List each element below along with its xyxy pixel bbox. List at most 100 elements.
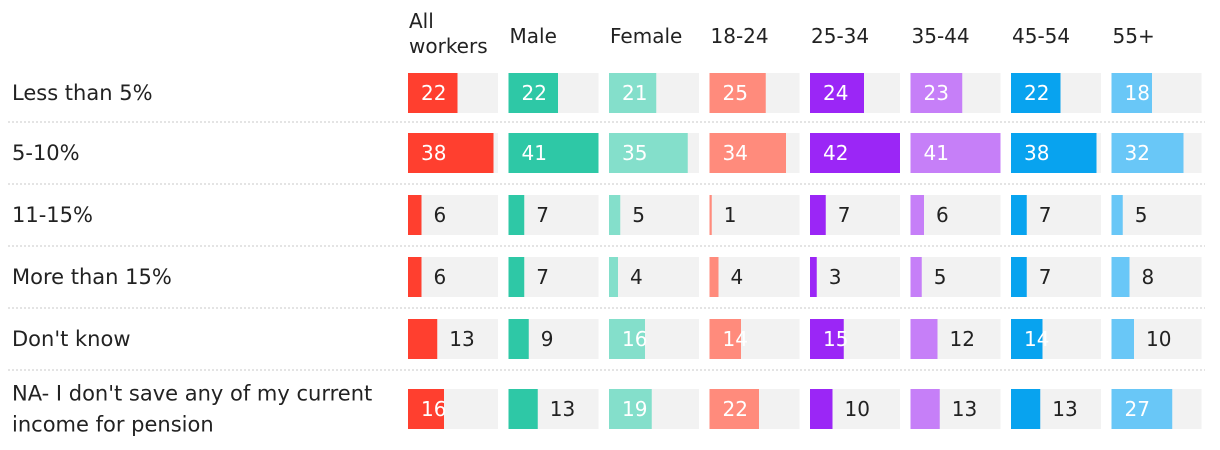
bar-female-na-i-don-t-save-any-of-my-current-income-for-pension [609,389,652,429]
data-label: 5 [632,203,645,227]
bar-male-more-than-15 [508,257,525,297]
column-header-35-44: 35-44 [912,24,970,48]
row-label-11-15: 11-15% [12,203,93,227]
column-header-female: Female [610,24,682,48]
data-label: 9 [541,327,554,351]
data-label: 7 [1039,265,1052,289]
bar-track [810,257,900,297]
bar-male-less-than-5 [508,73,558,113]
data-label: 32 [1125,141,1150,165]
data-label: 8 [1142,265,1155,289]
bar-18-24-don-t-know [709,319,741,359]
row-label-more-than-15: More than 15% [12,265,172,289]
data-label: 1 [724,203,737,227]
data-label: 7 [536,203,549,227]
data-label: 13 [449,327,474,351]
data-label: 13 [550,397,575,421]
bar-male-don-t-know [508,319,529,359]
bar-35-44-na-i-don-t-save-any-of-my-current-income-for-pension [910,389,940,429]
bar-male-5-10 [508,133,599,173]
bar-track [408,257,498,297]
data-label: 7 [536,265,549,289]
bar-35-44-more-than-15 [910,257,922,297]
bar-25-34-don-t-know [810,319,844,359]
column-header-25-34: 25-34 [811,24,869,48]
bar-45-54-11-15 [1011,195,1027,235]
data-label: 4 [731,265,744,289]
data-label: 15 [823,327,848,351]
column-header-all-workers: workers [409,34,488,58]
data-label: 22 [723,397,748,421]
data-label: 13 [1052,397,1077,421]
row-label-na-i-don-t-save-any-of-my-current-income-for-pension: NA- I don't save any of my current [12,382,372,406]
bar-55-more-than-15 [1111,257,1130,297]
bar-all-workers-less-than-5 [408,73,458,113]
bar-25-34-11-15 [810,195,826,235]
bar-18-24-5-10 [709,133,786,173]
data-label: 14 [723,327,748,351]
bar-track [910,195,1001,235]
data-label: 34 [723,141,748,165]
bar-25-34-5-10 [810,133,900,173]
data-label: 14 [1024,327,1049,351]
bar-55-5-10 [1111,133,1184,173]
bar-all-workers-don-t-know [408,319,438,359]
data-label: 25 [723,81,748,105]
bar-female-less-than-5 [609,73,657,113]
data-label: 5 [934,265,947,289]
bar-track [910,257,1001,297]
column-header-male: Male [510,24,557,48]
row-label-less-than-5: Less than 5% [12,81,153,105]
data-label: 41 [522,141,547,165]
bar-45-54-more-than-15 [1011,257,1027,297]
data-label: 23 [924,81,949,105]
bar-35-44-don-t-know [910,319,938,359]
bar-18-24-na-i-don-t-save-any-of-my-current-income-for-pension [709,389,759,429]
data-label: 22 [421,81,446,105]
data-label: 18 [1125,81,1150,105]
bar-male-11-15 [508,195,525,235]
bar-35-44-5-10 [910,133,1001,173]
column-header-55: 55+ [1113,24,1155,48]
bar-all-workers-11-15 [408,195,422,235]
bar-female-11-15 [609,195,621,235]
bar-18-24-more-than-15 [709,257,719,297]
bar-all-workers-5-10 [408,133,494,173]
bar-18-24-less-than-5 [709,73,766,113]
bar-45-54-5-10 [1011,133,1097,173]
bar-45-54-less-than-5 [1011,73,1061,113]
bar-female-more-than-15 [609,257,618,297]
data-label: 6 [434,265,447,289]
data-label: 5 [1135,203,1148,227]
bar-track [609,257,699,297]
data-label: 4 [630,265,643,289]
data-label: 22 [1024,81,1049,105]
data-label: 27 [1125,397,1150,421]
data-label: 35 [622,141,647,165]
bar-female-5-10 [609,133,688,173]
data-label: 6 [936,203,949,227]
data-label: 21 [622,81,647,105]
bar-25-34-more-than-15 [810,257,817,297]
bar-all-workers-more-than-15 [408,257,422,297]
column-header-18-24: 18-24 [711,24,769,48]
bar-25-34-less-than-5 [810,73,864,113]
column-header-45-54: 45-54 [1012,24,1070,48]
data-label: 38 [421,141,446,165]
data-label: 3 [829,265,842,289]
data-label: 19 [622,397,647,421]
data-label: 13 [952,397,977,421]
data-label: 16 [421,397,446,421]
row-label-5-10: 5-10% [12,141,80,165]
column-header-all-workers: All [409,9,434,33]
bar-25-34-na-i-don-t-save-any-of-my-current-income-for-pension [810,389,833,429]
data-label: 16 [622,327,647,351]
bar-male-na-i-don-t-save-any-of-my-current-income-for-pension [508,389,538,429]
bar-35-44-11-15 [910,195,924,235]
bar-track [709,257,800,297]
data-label: 38 [1024,141,1049,165]
data-label: 24 [823,81,848,105]
data-label: 7 [1039,203,1052,227]
bar-18-24-11-15 [709,195,712,235]
